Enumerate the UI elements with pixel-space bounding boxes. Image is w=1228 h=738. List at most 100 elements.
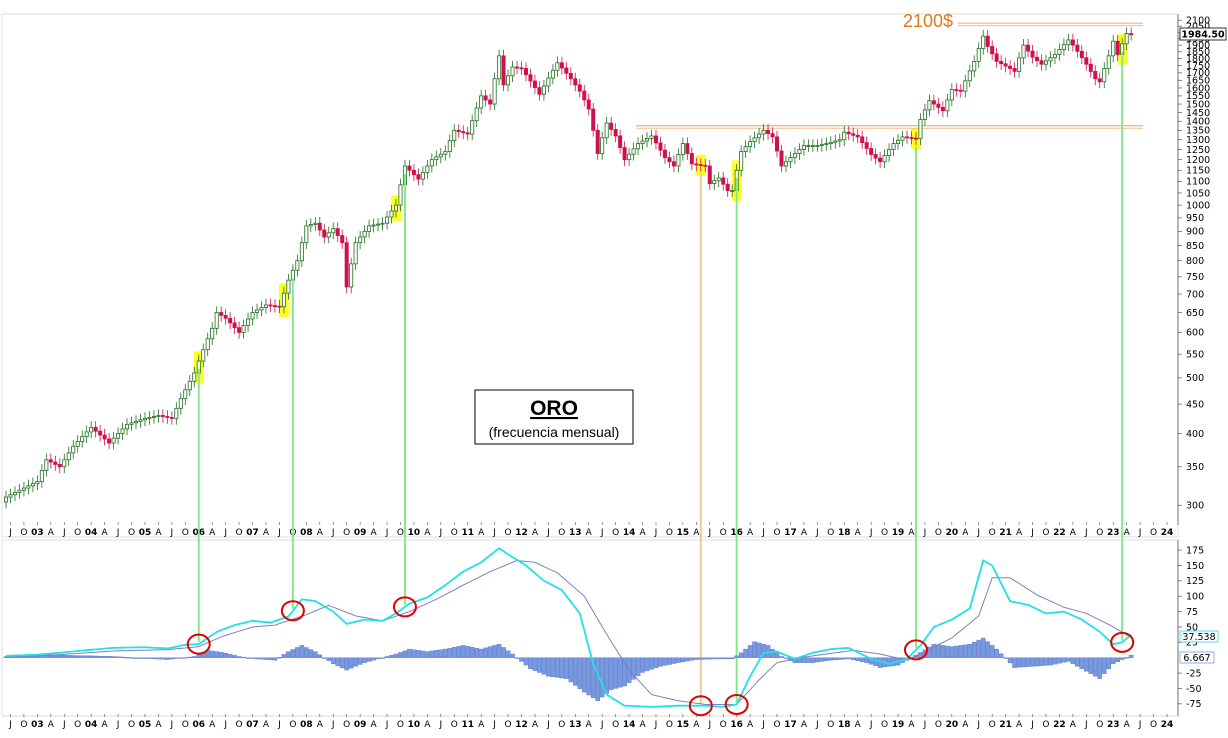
histogram-bar <box>658 657 663 667</box>
candle-down <box>954 89 959 91</box>
histogram-bar <box>868 657 874 665</box>
price-y-tick-label: 1600 <box>1186 83 1210 94</box>
macd-x-tick-label: O <box>182 720 189 730</box>
price-x-tick-label: 10 <box>408 528 421 538</box>
price-x-tick-label: 20 <box>946 528 959 538</box>
candle-up <box>981 35 986 49</box>
candle-up <box>792 153 797 159</box>
candle-down <box>1039 60 1044 65</box>
price-x-tick-label: J <box>331 528 335 538</box>
histogram-bar <box>290 649 296 658</box>
price-x-tick-label: O <box>773 528 780 538</box>
candle-up <box>506 75 511 86</box>
histogram-bar <box>590 657 596 699</box>
price-x-tick-label: O <box>20 528 27 538</box>
price-x-tick-label: A <box>693 528 700 538</box>
candle-up <box>797 149 802 154</box>
macd-x-tick-label: J <box>438 720 442 730</box>
candle-up <box>447 140 452 152</box>
candle-up <box>367 225 372 232</box>
candle-up <box>891 143 896 150</box>
histogram-bar <box>281 654 287 658</box>
price-y-tick-label: 1450 <box>1186 108 1210 119</box>
macd-x-tick-label: A <box>1124 720 1131 730</box>
histogram-bar <box>160 657 166 660</box>
macd-value-tag: 37.538 6.667 <box>1179 630 1219 664</box>
candle-down <box>568 72 573 80</box>
candle-up <box>743 146 748 152</box>
histogram-bar <box>555 657 560 678</box>
candle-up <box>443 151 448 155</box>
price-y-tick-label: 400 <box>1186 429 1204 440</box>
candle-up <box>972 60 977 72</box>
macd-x-tick-label: A <box>747 720 754 730</box>
macd-x-tick-label: O <box>773 720 780 730</box>
histogram-bar <box>501 647 506 658</box>
price-x-tick-label: J <box>1138 528 1142 538</box>
candle-up <box>497 55 502 80</box>
macd-x-tick-label: O <box>989 720 996 730</box>
histogram-bar <box>528 657 533 669</box>
candle-down <box>48 459 53 463</box>
histogram-bar <box>1016 657 1022 668</box>
candle-down <box>1012 68 1017 72</box>
histogram-bar <box>729 657 735 660</box>
macd-y-tick-label: 150 <box>1186 561 1204 572</box>
histogram-bar <box>819 657 825 662</box>
histogram-bar <box>366 657 372 662</box>
histogram-bar <box>483 647 488 658</box>
candle-down <box>165 416 170 418</box>
price-x-tick-label: J <box>385 528 389 538</box>
price-x-tick-label: 21 <box>999 528 1012 538</box>
price-x-tick-label: O <box>935 528 942 538</box>
candle-down <box>851 133 856 136</box>
histogram-bar <box>465 646 471 658</box>
candle-up <box>4 496 9 503</box>
price-x-tick-label: A <box>370 528 377 538</box>
candle-up <box>151 416 156 418</box>
candle-up <box>927 100 932 111</box>
histogram-bar <box>711 657 717 660</box>
macd-x-tick-label: 09 <box>354 720 367 730</box>
macd-x-tick-label: O <box>881 720 888 730</box>
candle-up <box>129 422 134 425</box>
candle-up <box>1052 54 1057 59</box>
histogram-bar <box>1084 657 1089 672</box>
histogram-bar <box>389 655 394 658</box>
price-x-tick-label: A <box>478 528 485 538</box>
histogram-bar <box>438 649 444 658</box>
candle-up <box>833 140 838 143</box>
histogram-bar <box>138 657 143 659</box>
price-y-tick-label: 1000 <box>1186 200 1210 211</box>
price-y-tick-label: 600 <box>1186 328 1204 339</box>
price-x-tick-label: J <box>170 528 174 538</box>
macd-x-tick-label: 24 <box>1161 720 1174 730</box>
candle-up <box>882 155 887 163</box>
histogram-bar <box>339 657 345 669</box>
last-price-box <box>1179 27 1227 41</box>
candle-up <box>452 129 457 142</box>
histogram-bar <box>317 654 323 658</box>
candle-down <box>1035 56 1040 62</box>
candle-up <box>680 143 685 155</box>
histogram-bar <box>411 649 417 658</box>
candle-down <box>232 322 237 329</box>
candle-up <box>470 120 475 135</box>
price-y-tick-label: 650 <box>1186 308 1204 319</box>
histogram-bar <box>295 647 300 658</box>
candle-up <box>967 70 972 82</box>
histogram-bar <box>994 648 999 658</box>
histogram-bar <box>774 652 780 658</box>
histogram-bar <box>384 656 390 658</box>
candle-up <box>631 148 636 155</box>
price-x-tick-label: 03 <box>31 528 44 538</box>
histogram-bar <box>147 657 152 659</box>
candle-down <box>465 132 470 135</box>
histogram-bar <box>577 657 583 689</box>
histogram-bar <box>1110 657 1116 665</box>
price-x-tick-label: A <box>317 528 324 538</box>
histogram-bar <box>191 656 197 658</box>
price-x-tick-label: J <box>492 528 496 538</box>
histogram-bar <box>752 641 757 658</box>
price-x-tick-label: J <box>546 528 550 538</box>
